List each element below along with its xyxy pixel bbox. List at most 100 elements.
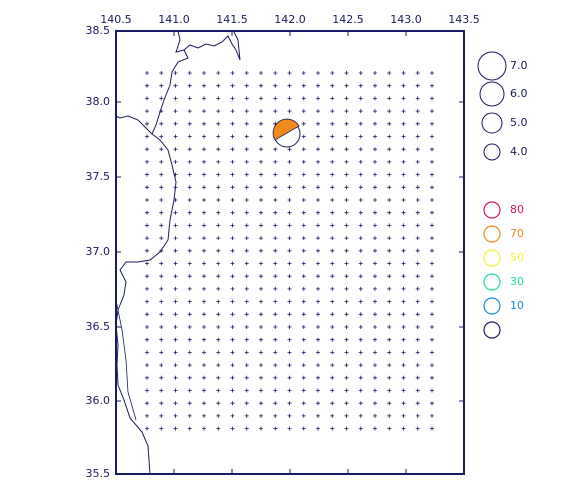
- station: [202, 337, 206, 342]
- station: [344, 248, 349, 253]
- station: [230, 109, 235, 114]
- station: [358, 185, 363, 190]
- station: [187, 248, 192, 253]
- station: [358, 312, 363, 317]
- station: [145, 185, 149, 190]
- station: [330, 248, 335, 253]
- station: [187, 159, 192, 164]
- station: [259, 223, 263, 228]
- station: [330, 261, 335, 266]
- y-tick-label: 36.5: [86, 320, 111, 333]
- depth-symbol: [483, 273, 501, 291]
- y-tick-label: 35.5: [86, 467, 111, 480]
- station: [145, 375, 149, 380]
- station: [330, 223, 335, 228]
- station: [202, 363, 206, 368]
- station: [145, 350, 149, 355]
- station: [187, 274, 192, 279]
- station: [415, 248, 420, 253]
- station: [173, 426, 178, 431]
- station: [145, 426, 149, 431]
- station: [259, 96, 263, 101]
- station: [415, 159, 420, 164]
- station: [173, 363, 178, 368]
- station: [358, 96, 363, 101]
- station: [358, 401, 363, 406]
- station: [287, 96, 292, 101]
- station: [401, 426, 406, 431]
- station: [316, 325, 320, 329]
- magnitude-symbol: [483, 143, 501, 161]
- station: [373, 198, 377, 202]
- station: [430, 172, 434, 177]
- station: [344, 159, 349, 164]
- station: [373, 274, 377, 279]
- station: [202, 71, 206, 75]
- station: [273, 401, 278, 406]
- station: [401, 401, 406, 406]
- station: [344, 413, 349, 418]
- station: [145, 325, 149, 329]
- x-tick-label: 141.5: [216, 13, 248, 26]
- station: [259, 248, 263, 253]
- depth-label: 10: [510, 299, 524, 312]
- station: [344, 261, 349, 266]
- station: [387, 375, 392, 380]
- depth-label: 70: [510, 227, 524, 240]
- station: [259, 147, 263, 152]
- station: [287, 210, 292, 215]
- station: [330, 375, 335, 380]
- station: [330, 159, 335, 164]
- station: [202, 375, 206, 380]
- station: [287, 172, 292, 177]
- station: [330, 71, 335, 75]
- station: [173, 413, 178, 418]
- station: [244, 274, 249, 279]
- station: [330, 274, 335, 279]
- station: [259, 325, 263, 329]
- station: [330, 286, 335, 291]
- station: [202, 426, 206, 431]
- station: [259, 426, 263, 431]
- station: [173, 248, 178, 253]
- station: [415, 261, 420, 266]
- station: [287, 236, 292, 241]
- station: [344, 350, 349, 355]
- station: [330, 134, 335, 139]
- station: [344, 147, 349, 152]
- station: [344, 236, 349, 241]
- station: [316, 375, 320, 380]
- station: [430, 83, 434, 88]
- station: [173, 134, 178, 139]
- station: [301, 248, 306, 253]
- station: [202, 185, 206, 190]
- station: [159, 312, 164, 317]
- station: [159, 375, 164, 380]
- station: [373, 248, 377, 253]
- station: [173, 299, 178, 304]
- station: [373, 172, 377, 177]
- station: [216, 210, 221, 215]
- station: [273, 350, 278, 355]
- station: [145, 96, 149, 101]
- station: [358, 236, 363, 241]
- station: [316, 413, 320, 418]
- station: [301, 185, 306, 190]
- station: [301, 375, 306, 380]
- station: [145, 159, 149, 164]
- station: [415, 401, 420, 406]
- station: [316, 134, 320, 139]
- station: [230, 96, 235, 101]
- station: [316, 401, 320, 406]
- station: [273, 375, 278, 380]
- station: [301, 299, 306, 304]
- station: [230, 388, 235, 393]
- station: [316, 236, 320, 241]
- station: [401, 413, 406, 418]
- station: [287, 198, 292, 202]
- station: [287, 83, 292, 88]
- station: [387, 299, 392, 304]
- station: [430, 337, 434, 342]
- station: [244, 248, 249, 253]
- station: [358, 325, 363, 329]
